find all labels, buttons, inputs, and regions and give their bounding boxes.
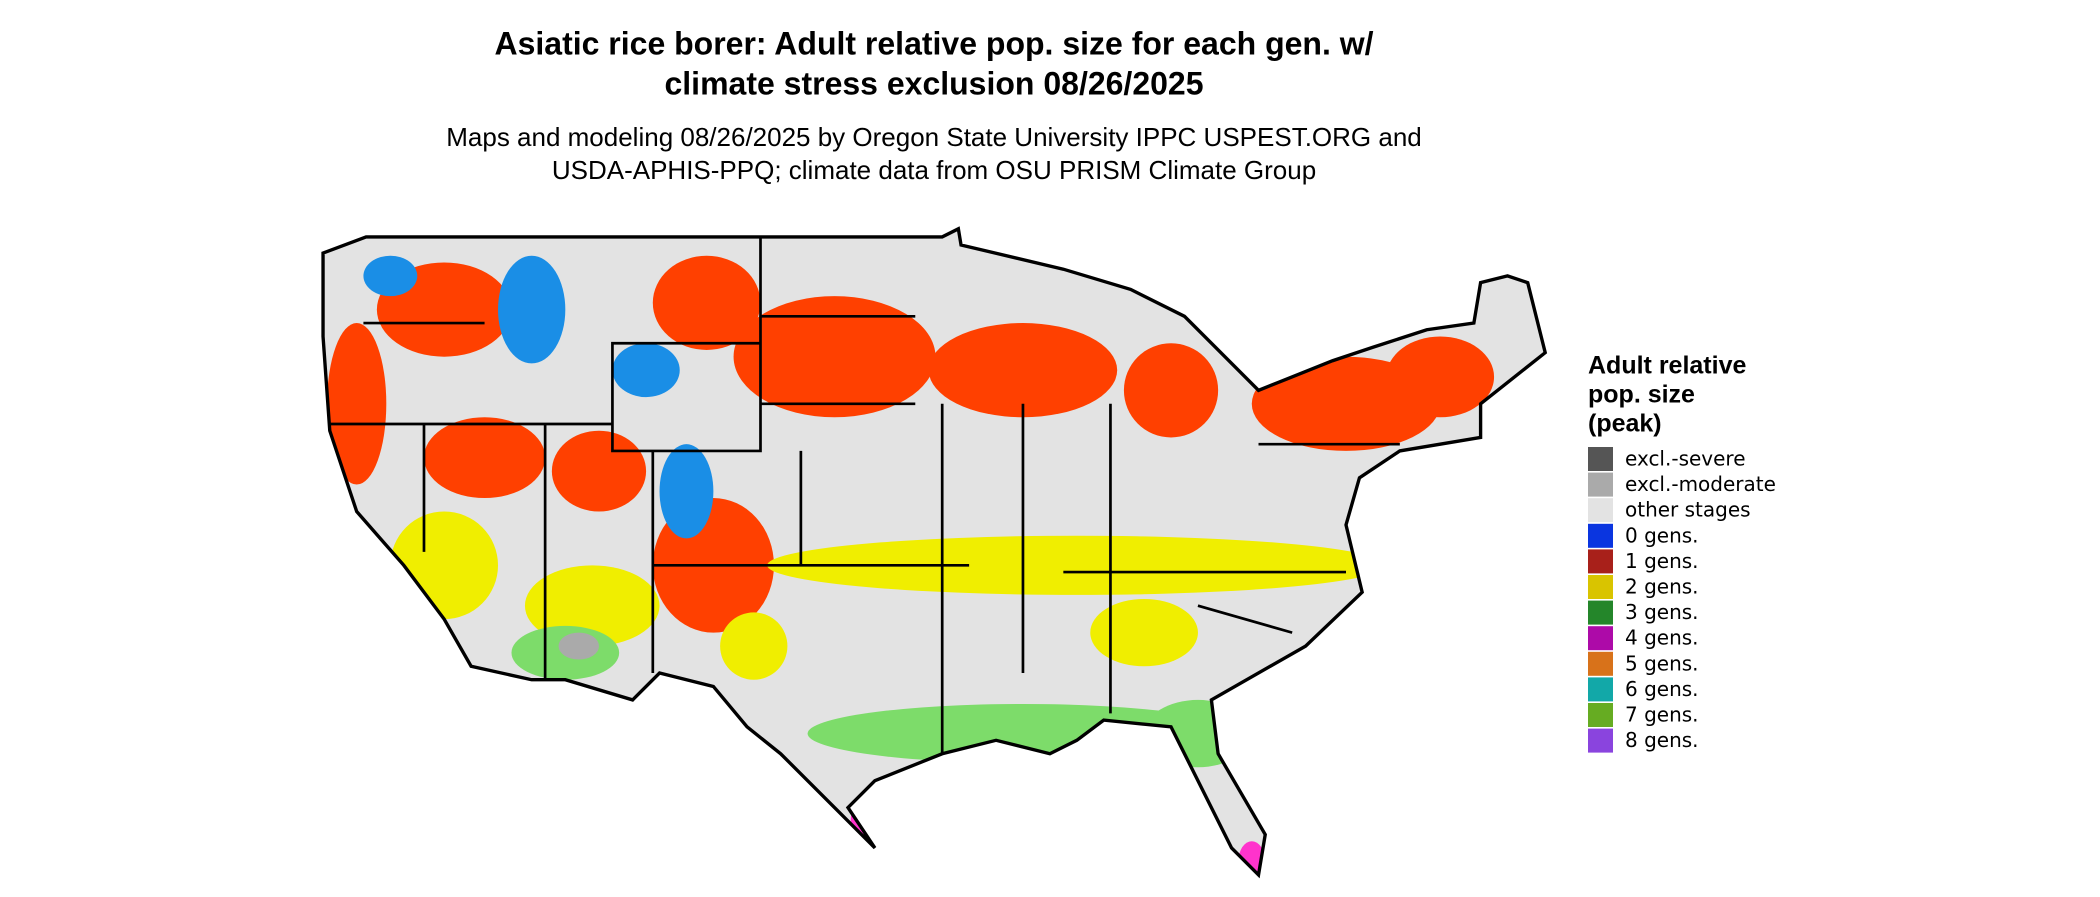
legend-title: (peak) xyxy=(1588,410,1662,438)
legend-label: excl.-moderate xyxy=(1625,472,1776,496)
us-map xyxy=(321,226,1548,879)
legend-swatch xyxy=(1588,523,1613,548)
legend-label: 7 gens. xyxy=(1625,703,1699,727)
legend-label: 6 gens. xyxy=(1625,677,1699,701)
legend-label: 1 gens. xyxy=(1625,549,1699,573)
national-border xyxy=(321,226,1548,879)
legend-swatch xyxy=(1588,600,1613,625)
legend-label: other stages xyxy=(1625,498,1751,522)
legend-title: Adult relative xyxy=(1588,352,1746,380)
legend-label: 2 gens. xyxy=(1625,575,1699,599)
legend-swatch xyxy=(1588,472,1613,497)
legend-label: excl.-severe xyxy=(1625,447,1746,471)
legend-swatch xyxy=(1588,549,1613,574)
legend-swatch xyxy=(1588,575,1613,599)
legend-swatch xyxy=(1588,626,1613,651)
legend-swatch xyxy=(1588,447,1613,471)
generation-zones xyxy=(327,255,1495,875)
legend-label: 4 gens. xyxy=(1625,626,1699,650)
legend-swatch xyxy=(1588,677,1613,702)
legend-swatch xyxy=(1588,703,1613,727)
legend-title: pop. size xyxy=(1588,381,1695,409)
subtitle: USDA-APHIS-PPQ; climate data from OSU PR… xyxy=(552,155,1316,185)
legend-label: 3 gens. xyxy=(1625,600,1699,624)
legend-swatch xyxy=(1588,651,1613,676)
subtitle: Maps and modeling 08/26/2025 by Oregon S… xyxy=(446,122,1422,152)
legend-label: 8 gens. xyxy=(1625,728,1699,752)
state-borders xyxy=(329,236,1400,754)
legend-label: 0 gens. xyxy=(1625,523,1699,547)
title: Asiatic rice borer: Adult relative pop. … xyxy=(494,25,1373,61)
legend-label: 5 gens. xyxy=(1625,651,1699,675)
title: climate stress exclusion 08/26/2025 xyxy=(664,65,1203,101)
legend-swatch xyxy=(1588,728,1613,753)
legend-swatch xyxy=(1588,498,1613,523)
